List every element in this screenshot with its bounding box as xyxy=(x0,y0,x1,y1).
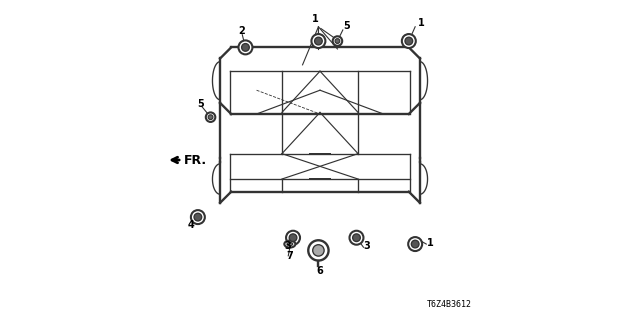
Circle shape xyxy=(308,240,328,260)
Circle shape xyxy=(286,231,300,245)
Circle shape xyxy=(335,39,340,44)
Circle shape xyxy=(313,245,324,256)
Circle shape xyxy=(191,210,205,224)
Text: FR.: FR. xyxy=(184,155,207,167)
Text: 5: 5 xyxy=(343,21,350,31)
Text: 2: 2 xyxy=(238,26,245,36)
Circle shape xyxy=(315,37,323,45)
Text: 5: 5 xyxy=(197,99,204,109)
Circle shape xyxy=(206,112,215,122)
Circle shape xyxy=(408,237,422,251)
Text: 1: 1 xyxy=(419,18,425,28)
Text: 4: 4 xyxy=(188,220,195,229)
Ellipse shape xyxy=(284,241,296,248)
Circle shape xyxy=(353,234,360,242)
Circle shape xyxy=(349,231,364,245)
Text: 3: 3 xyxy=(364,242,371,252)
Text: 1: 1 xyxy=(427,238,434,248)
Ellipse shape xyxy=(287,243,292,246)
Text: 6: 6 xyxy=(317,266,323,276)
Circle shape xyxy=(402,34,416,48)
Circle shape xyxy=(312,34,325,48)
Circle shape xyxy=(405,37,413,45)
Circle shape xyxy=(412,240,419,248)
Text: 7: 7 xyxy=(286,251,293,261)
Circle shape xyxy=(208,115,213,120)
Text: 1: 1 xyxy=(312,13,319,24)
Text: 3: 3 xyxy=(284,242,291,252)
Circle shape xyxy=(242,44,250,51)
Text: T6Z4B3612: T6Z4B3612 xyxy=(428,300,472,309)
Circle shape xyxy=(333,36,342,46)
Circle shape xyxy=(289,234,297,242)
Circle shape xyxy=(239,40,252,54)
Circle shape xyxy=(194,213,202,221)
